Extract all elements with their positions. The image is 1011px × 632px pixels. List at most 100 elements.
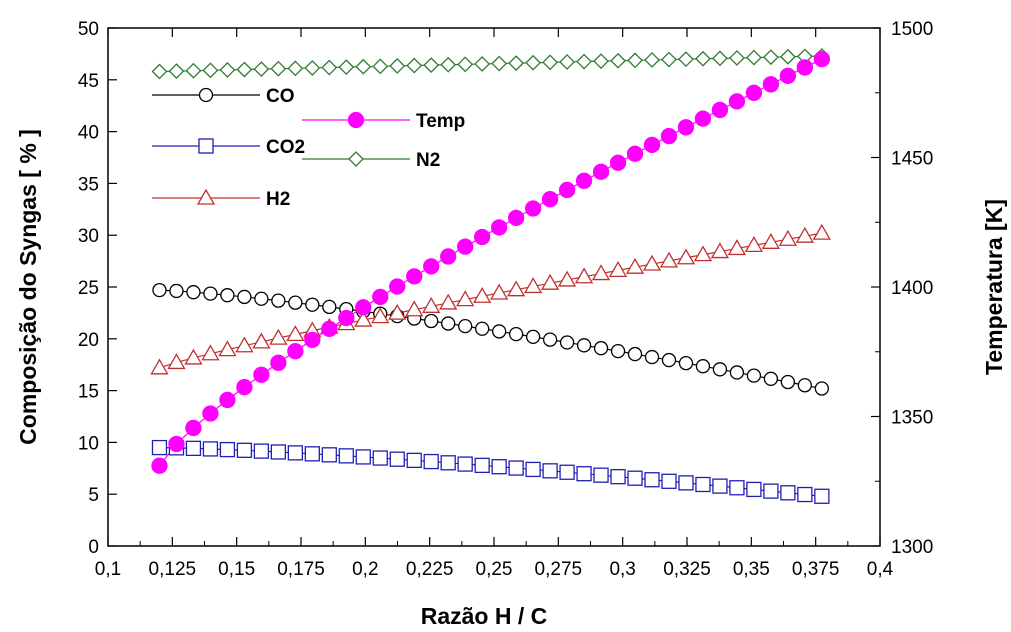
point-n2 xyxy=(542,54,559,71)
point-co xyxy=(424,313,439,329)
point-n2 xyxy=(610,52,626,69)
point-n2 xyxy=(712,50,728,67)
y-left-tick-label: 20 xyxy=(78,330,99,351)
y-left-tick-label: 30 xyxy=(78,226,99,247)
point-co xyxy=(542,332,558,347)
point-h2 xyxy=(184,348,203,365)
point-co xyxy=(780,374,796,390)
point-co2 xyxy=(423,453,439,470)
point-temp xyxy=(270,354,287,371)
point-co2 xyxy=(610,469,626,485)
point-temp xyxy=(524,200,542,217)
point-n2 xyxy=(678,51,694,68)
point-n2 xyxy=(287,60,304,77)
legend-marker-temp xyxy=(347,111,365,129)
point-co xyxy=(237,289,252,305)
point-co2 xyxy=(321,447,337,463)
point-co2 xyxy=(304,446,320,462)
point-n2 xyxy=(202,62,219,79)
legend-marker-co xyxy=(198,87,214,103)
point-h2 xyxy=(625,257,645,274)
point-h2 xyxy=(252,332,271,349)
point-h2 xyxy=(371,307,390,324)
y-left-tick-label: 5 xyxy=(88,485,99,506)
point-co2 xyxy=(440,455,456,471)
point-temp xyxy=(575,172,593,189)
x-tick-label: 0,35 xyxy=(733,559,770,580)
legend-marker-co2 xyxy=(198,138,214,154)
point-temp xyxy=(558,181,576,199)
point-co2 xyxy=(389,451,405,467)
point-co xyxy=(152,282,167,298)
point-co xyxy=(746,368,762,383)
y-axis-left-title: Composição do Syngas [ % ] xyxy=(15,129,41,445)
point-n2 xyxy=(695,50,711,67)
point-temp xyxy=(236,378,253,396)
axis-ticks: 0,1 0,125 0,15 0,175 0,2 0,225 0,25 0,275 0,3 0,3… xyxy=(78,19,933,580)
x-tick-label: 0,175 xyxy=(277,559,325,580)
point-h2 xyxy=(150,358,169,375)
point-h2 xyxy=(388,303,407,320)
y-left-tick-label: 10 xyxy=(78,433,99,454)
point-h2 xyxy=(608,261,628,278)
point-h2 xyxy=(286,325,305,342)
point-temp xyxy=(474,228,491,246)
point-n2 xyxy=(491,55,508,72)
point-co xyxy=(305,297,320,312)
point-co2 xyxy=(287,445,303,461)
point-n2 xyxy=(338,59,355,76)
point-temp xyxy=(745,84,763,101)
point-n2 xyxy=(321,59,338,76)
point-n2 xyxy=(355,58,372,75)
point-h2 xyxy=(235,336,254,353)
legend-marker-n2 xyxy=(348,151,364,167)
point-co xyxy=(169,283,184,299)
point-h2 xyxy=(456,290,475,307)
point-h2 xyxy=(795,226,814,243)
point-temp xyxy=(423,258,440,275)
point-temp xyxy=(219,391,236,409)
point-co2 xyxy=(746,481,762,498)
point-co xyxy=(593,341,609,356)
series-markers xyxy=(150,48,831,504)
point-h2 xyxy=(591,264,611,281)
point-n2 xyxy=(593,53,609,70)
series-line-n2 xyxy=(159,55,822,73)
point-temp xyxy=(507,209,525,227)
point-co xyxy=(441,316,456,331)
x-tick-label: 0,225 xyxy=(406,559,454,580)
point-h2 xyxy=(439,293,458,310)
point-temp xyxy=(609,154,627,171)
point-h2 xyxy=(693,245,713,262)
point-n2 xyxy=(219,61,236,78)
point-h2 xyxy=(676,248,696,265)
point-co xyxy=(186,285,201,300)
point-temp xyxy=(779,67,797,84)
point-n2 xyxy=(304,60,321,76)
point-co xyxy=(712,362,728,377)
point-n2 xyxy=(185,62,202,79)
point-temp xyxy=(643,136,661,154)
point-h2 xyxy=(659,251,679,268)
point-n2 xyxy=(389,58,406,74)
x-tick-label: 0,375 xyxy=(792,559,840,580)
point-n2 xyxy=(151,63,168,80)
point-co xyxy=(610,343,626,359)
x-tick-label: 0,3 xyxy=(609,559,635,580)
point-co xyxy=(491,324,507,339)
point-n2 xyxy=(525,54,542,71)
point-co2 xyxy=(712,478,728,494)
series-line-h2 xyxy=(159,232,822,369)
point-co xyxy=(271,293,286,308)
point-co2 xyxy=(695,476,711,493)
legend-label-h2: H2 xyxy=(266,189,290,210)
point-n2 xyxy=(406,57,423,74)
point-co xyxy=(220,288,235,303)
point-co2 xyxy=(576,466,592,482)
point-co2 xyxy=(542,463,558,479)
point-temp xyxy=(677,119,695,136)
point-co2 xyxy=(151,439,168,456)
point-temp xyxy=(304,331,321,349)
y-right-tick-label: 1350 xyxy=(891,408,933,429)
point-n2 xyxy=(372,58,389,75)
